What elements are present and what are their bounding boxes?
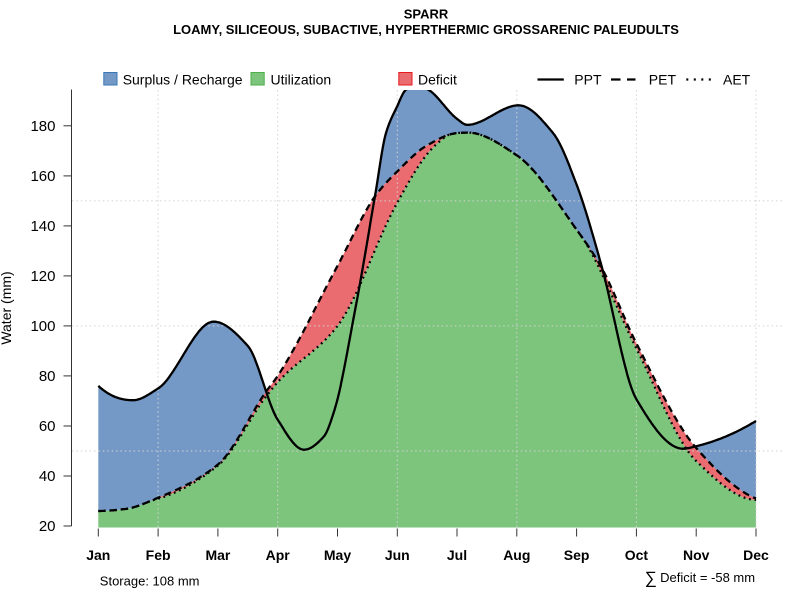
svg-text:Deficit: Deficit: [418, 71, 457, 87]
svg-text:Dec: Dec: [743, 547, 769, 563]
svg-text:160: 160: [30, 168, 55, 185]
svg-text:Sep: Sep: [564, 547, 590, 563]
svg-text:Jan: Jan: [86, 547, 110, 563]
svg-text:180: 180: [30, 118, 55, 135]
svg-text:60: 60: [39, 418, 56, 435]
svg-text:AET: AET: [723, 71, 751, 87]
svg-text:Apr: Apr: [266, 547, 291, 563]
svg-text:Jul: Jul: [447, 547, 467, 563]
svg-text:100: 100: [30, 318, 55, 335]
svg-text:Mar: Mar: [205, 547, 230, 563]
svg-text:Utilization: Utilization: [271, 71, 332, 87]
svg-text:Aug: Aug: [503, 547, 530, 563]
svg-text:∑: ∑: [645, 569, 657, 588]
svg-text:PET: PET: [649, 71, 677, 87]
svg-text:PPT: PPT: [574, 71, 602, 87]
svg-text:Feb: Feb: [146, 547, 171, 563]
svg-text:140: 140: [30, 218, 55, 235]
svg-text:80: 80: [39, 368, 56, 385]
svg-text:40: 40: [39, 468, 56, 485]
svg-text:Surplus / Recharge: Surplus / Recharge: [123, 71, 243, 87]
svg-text:Jun: Jun: [385, 547, 410, 563]
svg-text:May: May: [324, 547, 351, 563]
svg-text:SPARR: SPARR: [404, 7, 449, 22]
svg-text:Nov: Nov: [683, 547, 710, 563]
svg-text:Storage: 108 mm: Storage: 108 mm: [100, 574, 200, 589]
svg-text:Deficit = -58 mm: Deficit = -58 mm: [660, 570, 755, 585]
svg-text:Water (mm): Water (mm): [0, 271, 14, 344]
svg-text:20: 20: [39, 518, 56, 535]
svg-text:LOAMY, SILICEOUS, SUBACTIVE, H: LOAMY, SILICEOUS, SUBACTIVE, HYPERTHERMI…: [173, 22, 679, 37]
svg-text:Oct: Oct: [625, 547, 649, 563]
svg-text:120: 120: [30, 268, 55, 285]
